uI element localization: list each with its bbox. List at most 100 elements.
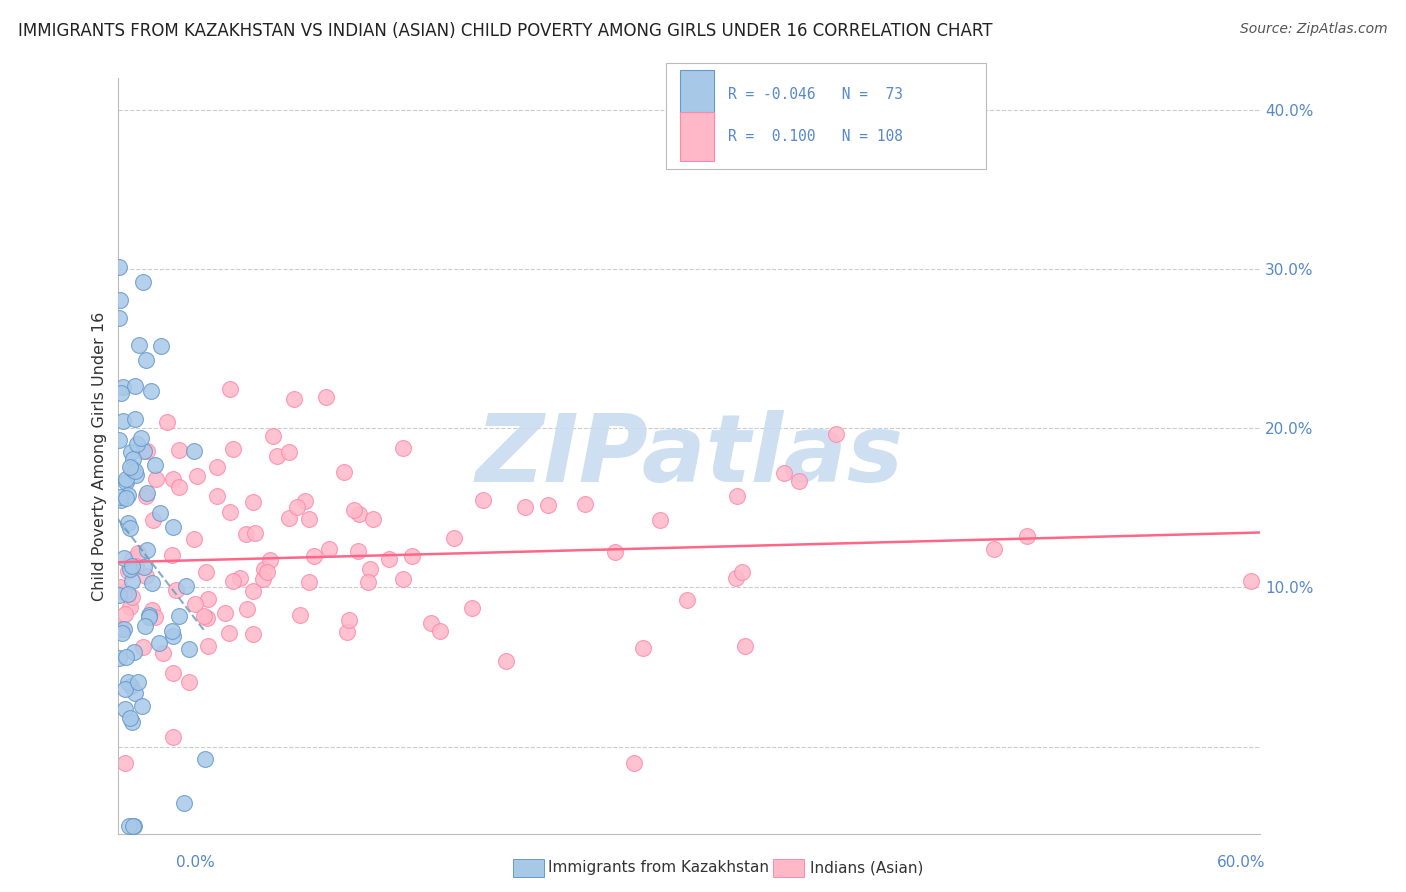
Point <box>108 311 131 326</box>
Text: ZIPatlas: ZIPatlas <box>475 410 903 502</box>
Point <box>315 390 337 404</box>
Point <box>603 545 626 559</box>
FancyBboxPatch shape <box>666 62 986 169</box>
Point <box>160 624 183 638</box>
Y-axis label: Child Poverty Among Girls Under 16: Child Poverty Among Girls Under 16 <box>93 311 107 600</box>
Text: Immigrants from Kazakhstan: Immigrants from Kazakhstan <box>548 861 769 875</box>
Point <box>648 512 671 526</box>
Point <box>132 275 155 289</box>
Point <box>141 603 163 617</box>
Point <box>347 544 370 558</box>
Point <box>392 572 415 586</box>
Point <box>343 502 366 516</box>
Text: IMMIGRANTS FROM KAZAKHSTAN VS INDIAN (ASIAN) CHILD POVERTY AMONG GIRLS UNDER 16 : IMMIGRANTS FROM KAZAKHSTAN VS INDIAN (AS… <box>18 22 993 40</box>
Point <box>128 337 150 351</box>
Point <box>115 472 138 486</box>
Point <box>177 642 200 657</box>
Point <box>107 433 129 447</box>
Point <box>114 607 136 621</box>
Point <box>333 465 356 479</box>
Point <box>186 468 208 483</box>
Point <box>155 416 177 430</box>
Point <box>110 623 132 637</box>
Point <box>173 796 195 810</box>
Point <box>124 464 146 478</box>
Point <box>129 431 152 445</box>
Point <box>108 588 131 602</box>
Point <box>118 521 141 535</box>
Point <box>145 472 167 486</box>
Point <box>731 565 754 579</box>
Point <box>229 571 252 585</box>
Point <box>361 512 384 526</box>
Point <box>259 552 281 566</box>
Point <box>174 579 197 593</box>
Point <box>112 584 135 599</box>
Point <box>135 353 157 368</box>
Point <box>302 549 325 563</box>
Point <box>162 629 184 643</box>
Point <box>243 525 266 540</box>
Point <box>148 636 170 650</box>
Point <box>236 601 259 615</box>
Point <box>107 651 129 665</box>
Point <box>536 498 558 512</box>
Point <box>114 701 136 715</box>
Point <box>120 562 142 576</box>
Point <box>115 650 138 665</box>
Point <box>114 756 136 770</box>
Point <box>513 500 536 515</box>
Point <box>160 548 183 562</box>
Bar <box>681 112 714 161</box>
Point <box>110 622 132 636</box>
Point <box>135 568 157 582</box>
Point <box>167 609 190 624</box>
Point <box>294 494 316 508</box>
Point <box>162 730 184 744</box>
Point <box>118 599 141 614</box>
Point <box>242 627 264 641</box>
Point <box>138 610 160 624</box>
Point <box>193 608 215 623</box>
Point <box>392 441 415 455</box>
Point <box>983 541 1005 556</box>
Point <box>205 489 228 503</box>
Point <box>162 473 184 487</box>
Text: 60.0%: 60.0% <box>1218 855 1265 870</box>
Point <box>141 384 163 398</box>
Point <box>495 654 517 668</box>
Point <box>117 564 139 578</box>
Point <box>141 575 163 590</box>
Point <box>122 451 145 466</box>
Point <box>460 601 482 615</box>
Point <box>574 497 596 511</box>
Point <box>676 592 699 607</box>
Point <box>262 429 284 443</box>
Text: Source: ZipAtlas.com: Source: ZipAtlas.com <box>1240 22 1388 37</box>
Point <box>121 574 143 589</box>
Point <box>114 475 136 489</box>
Point <box>205 460 228 475</box>
Point <box>127 675 149 690</box>
Point <box>219 382 242 396</box>
Point <box>120 711 142 725</box>
Point <box>169 442 191 457</box>
Point <box>298 512 321 526</box>
Point <box>222 442 245 457</box>
Point <box>121 445 143 459</box>
Text: Indians (Asian): Indians (Asian) <box>810 861 924 875</box>
Point <box>108 260 131 275</box>
Point <box>401 549 423 564</box>
Point <box>218 505 240 519</box>
Point <box>117 674 139 689</box>
Point <box>122 819 145 833</box>
Point <box>194 565 217 579</box>
Point <box>142 513 165 527</box>
Point <box>734 639 756 653</box>
Point <box>623 756 645 770</box>
Point <box>124 378 146 392</box>
Point <box>118 819 141 833</box>
Point <box>183 443 205 458</box>
Point <box>132 559 155 574</box>
Point <box>108 580 131 594</box>
